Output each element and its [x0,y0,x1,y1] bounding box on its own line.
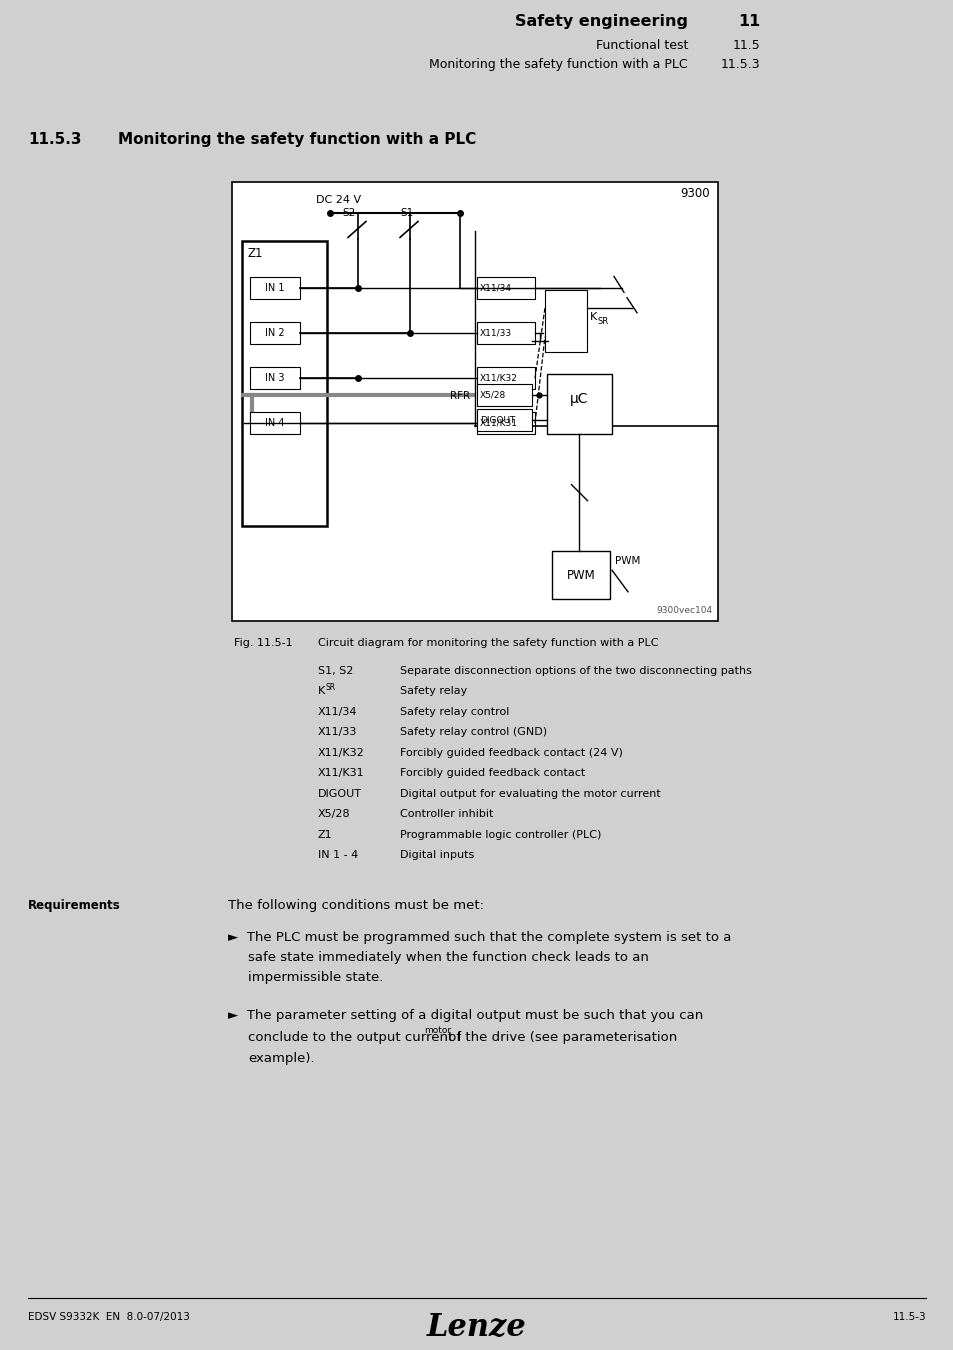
Text: Requirements: Requirements [28,899,121,911]
Text: 9300vec104: 9300vec104 [657,606,712,616]
Bar [476,367,535,389]
Text: Separate disconnection options of the two disconnecting paths: Separate disconnection options of the tw… [399,666,751,676]
Bar [476,385,532,406]
Text: 9300: 9300 [679,188,709,201]
Text: Z1: Z1 [317,830,333,840]
Text: DIGOUT: DIGOUT [317,788,361,799]
Text: impermissible state.: impermissible state. [248,971,383,984]
Text: ►  The parameter setting of a digital output must be such that you can: ► The parameter setting of a digital out… [228,1008,702,1022]
Text: PWM: PWM [566,568,595,582]
Text: PWM: PWM [615,556,639,566]
Text: X11/K31: X11/K31 [317,768,364,779]
Text: RFR: RFR [450,392,470,401]
Text: Forcibly guided feedback contact: Forcibly guided feedback contact [399,768,584,779]
Text: 11.5.3: 11.5.3 [720,58,760,72]
Text: SR: SR [598,317,608,325]
Text: X11/33: X11/33 [317,728,357,737]
Text: Digital output for evaluating the motor current: Digital output for evaluating the motor … [399,788,660,799]
Text: Controller inhibit: Controller inhibit [399,809,493,819]
Text: X11/34: X11/34 [317,707,357,717]
Text: IN 3: IN 3 [265,373,284,383]
Text: 11.5-3: 11.5-3 [891,1312,925,1322]
Text: Circuit diagram for monitoring the safety function with a PLC: Circuit diagram for monitoring the safet… [317,639,658,648]
Text: IN 1 - 4: IN 1 - 4 [317,850,358,860]
Text: K: K [589,312,597,323]
Text: Fig. 11.5-1: Fig. 11.5-1 [233,639,293,648]
Text: EDSV S9332K  EN  8.0-07/2013: EDSV S9332K EN 8.0-07/2013 [28,1312,190,1322]
Text: Digital inputs: Digital inputs [399,850,474,860]
Bar [250,323,299,344]
Text: safe state immediately when the function check leads to an: safe state immediately when the function… [248,950,648,964]
Text: example).: example). [248,1053,314,1065]
Text: X11/K31: X11/K31 [479,418,517,428]
Text: conclude to the output current I: conclude to the output current I [248,1030,460,1044]
Text: Safety relay: Safety relay [399,686,467,697]
Text: Lenze: Lenze [427,1312,526,1343]
Text: S2: S2 [341,208,355,219]
Text: X11/K32: X11/K32 [317,748,364,757]
Text: Forcibly guided feedback contact (24 V): Forcibly guided feedback contact (24 V) [399,748,622,757]
Text: DIGOUT: DIGOUT [479,416,515,425]
Text: Safety engineering: Safety engineering [515,14,687,28]
Text: Functional test: Functional test [595,39,687,51]
Text: 11.5.3: 11.5.3 [28,131,81,147]
Text: Safety relay control: Safety relay control [399,707,509,717]
Text: The following conditions must be met:: The following conditions must be met: [228,899,483,911]
Text: IN 1: IN 1 [265,284,284,293]
Text: S1: S1 [399,208,413,219]
Bar [250,367,299,389]
Text: of the drive (see parameterisation: of the drive (see parameterisation [443,1030,677,1044]
Bar [476,323,535,344]
Bar [552,551,609,599]
Bar [544,290,586,352]
Bar [476,409,532,431]
Text: ►  The PLC must be programmed such that the complete system is set to a: ► The PLC must be programmed such that t… [228,930,731,944]
Text: X11/34: X11/34 [479,284,512,293]
Text: X5/28: X5/28 [479,390,506,400]
Text: μC: μC [570,393,588,406]
Text: IN 2: IN 2 [265,328,285,339]
Text: motor: motor [423,1026,451,1034]
Text: Monitoring the safety function with a PLC: Monitoring the safety function with a PL… [118,131,476,147]
Bar [476,277,535,300]
Bar [232,181,718,621]
Text: X5/28: X5/28 [317,809,351,819]
Text: Z1: Z1 [248,247,263,261]
Text: Monitoring the safety function with a PLC: Monitoring the safety function with a PL… [429,58,687,72]
Bar [250,277,299,300]
Text: X11/K32: X11/K32 [479,374,517,383]
Text: 11: 11 [737,14,760,28]
Text: IN 4: IN 4 [265,418,284,428]
Text: Programmable logic controller (PLC): Programmable logic controller (PLC) [399,830,600,840]
Bar [242,242,327,526]
Text: SR: SR [326,683,335,693]
Text: DC 24 V: DC 24 V [315,196,361,205]
Bar [476,412,535,435]
Text: 11.5: 11.5 [732,39,760,51]
Text: S1, S2: S1, S2 [317,666,353,676]
Text: X11/33: X11/33 [479,329,512,338]
Text: Safety relay control (GND): Safety relay control (GND) [399,728,547,737]
Bar [546,374,612,435]
Text: K: K [317,686,325,697]
Bar [250,412,299,435]
